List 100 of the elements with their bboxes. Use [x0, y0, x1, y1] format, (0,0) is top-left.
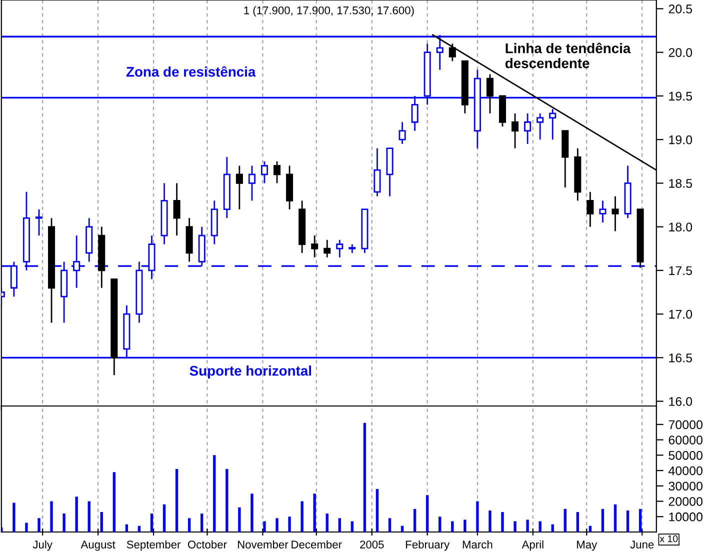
- candlestick: [448, 42, 456, 62]
- y-tick-label: 20.0: [668, 48, 692, 57]
- y-tick-label: 18.0: [669, 222, 692, 232]
- x-tick-label: February: [406, 540, 450, 551]
- bar: [564, 508, 566, 532]
- y-tick-label: 17.5: [669, 266, 692, 276]
- y-tick-label: 16.5: [669, 353, 692, 362]
- bar: [551, 524, 554, 532]
- bar: [238, 507, 241, 532]
- bar: [300, 501, 304, 532]
- bar: [488, 510, 492, 532]
- candlestick: [398, 121, 406, 145]
- y-tick-label: 17.0: [669, 310, 692, 319]
- annotation: Linha de tendência descendente: [505, 42, 631, 68]
- bar: [226, 469, 228, 532]
- candlestick: [486, 73, 494, 114]
- bar: [363, 422, 366, 532]
- bar: [200, 514, 204, 532]
- bar: [263, 521, 266, 532]
- candlestick: [248, 165, 256, 202]
- bar: [162, 504, 166, 532]
- bar: [150, 514, 154, 532]
- candlestick: [599, 200, 606, 224]
- text: x 10: [660, 535, 678, 542]
- bar: [12, 502, 16, 532]
- bar: [125, 524, 128, 532]
- candlestick: [586, 191, 594, 228]
- bar: [350, 521, 354, 532]
- x-tick-label: October: [188, 540, 227, 548]
- y-tick-label: 40000: [668, 466, 702, 476]
- bar: [25, 522, 28, 532]
- bar: [175, 469, 178, 532]
- candlestick: [35, 208, 43, 236]
- x-tick-label: June: [630, 540, 654, 548]
- y-tick-label: 10000: [669, 512, 702, 522]
- bar: [601, 508, 604, 532]
- y-tick-label: 16.0: [669, 397, 692, 406]
- bar: [100, 512, 103, 532]
- candlestick: [173, 182, 180, 236]
- bar: [138, 526, 141, 532]
- bar: [213, 455, 216, 532]
- bar: [62, 514, 66, 532]
- y-tick-label: 60000: [668, 436, 702, 444]
- y-tick-label: 20.5: [668, 4, 692, 14]
- bar: [476, 501, 479, 532]
- candlestick: [512, 112, 519, 149]
- x-tick-label: August: [80, 540, 116, 551]
- bar: [376, 488, 379, 532]
- bar: [438, 516, 442, 532]
- bar: [638, 508, 642, 532]
- bar: [112, 472, 116, 532]
- bar: [250, 494, 254, 532]
- bar: [426, 495, 429, 532]
- x-tick-label: May: [577, 540, 598, 551]
- bar: [614, 504, 617, 532]
- bar: [451, 521, 454, 532]
- bar: [464, 520, 466, 532]
- candlestick: [260, 160, 268, 184]
- bar: [338, 518, 341, 532]
- candlestick: [536, 112, 544, 140]
- bar: [388, 518, 392, 532]
- bar: [576, 512, 580, 532]
- candlestick: [324, 239, 331, 258]
- bar: [588, 526, 592, 532]
- y-tick-label: 19.0: [669, 135, 692, 144]
- bar: [514, 521, 516, 532]
- bar: [88, 501, 90, 532]
- bar: [400, 526, 404, 532]
- y-tick-label: 19.5: [669, 92, 692, 101]
- y-tick-label: 18.5: [669, 178, 692, 188]
- candlestick: [374, 148, 381, 197]
- bar: [501, 512, 504, 532]
- annotation: Suporte horizontal: [190, 366, 312, 378]
- bar: [75, 496, 78, 532]
- bar: [188, 518, 191, 532]
- x-tick-label: March: [462, 540, 492, 548]
- y-tick-label: 50000: [668, 450, 702, 460]
- candlestick: [311, 234, 318, 258]
- text: 1 (17.900, 17.900, 17.530, 17.600): [244, 6, 414, 16]
- x-tick-label: 2005: [360, 540, 384, 548]
- y-tick-label: 70000: [668, 420, 702, 430]
- bar: [276, 518, 278, 532]
- bar: [38, 518, 40, 532]
- annotation: Zona de resistência: [126, 66, 256, 77]
- candlestick: [612, 196, 619, 232]
- candlestick: [236, 165, 243, 210]
- y-tick-label: 30000: [668, 482, 702, 491]
- bar: [538, 521, 542, 532]
- y-tick-label: 20000: [668, 497, 702, 506]
- candlestick: [524, 112, 532, 145]
- bar: [50, 501, 53, 532]
- x-tick-label: April: [522, 540, 544, 551]
- bar: [1, 527, 3, 532]
- bar: [626, 510, 630, 532]
- x-tick-label: November: [238, 540, 288, 548]
- x-tick-label: July: [32, 540, 52, 551]
- bar: [526, 520, 529, 532]
- x-tick-label: December: [292, 540, 342, 548]
- x-tick-label: September: [126, 540, 181, 551]
- bar: [288, 516, 291, 532]
